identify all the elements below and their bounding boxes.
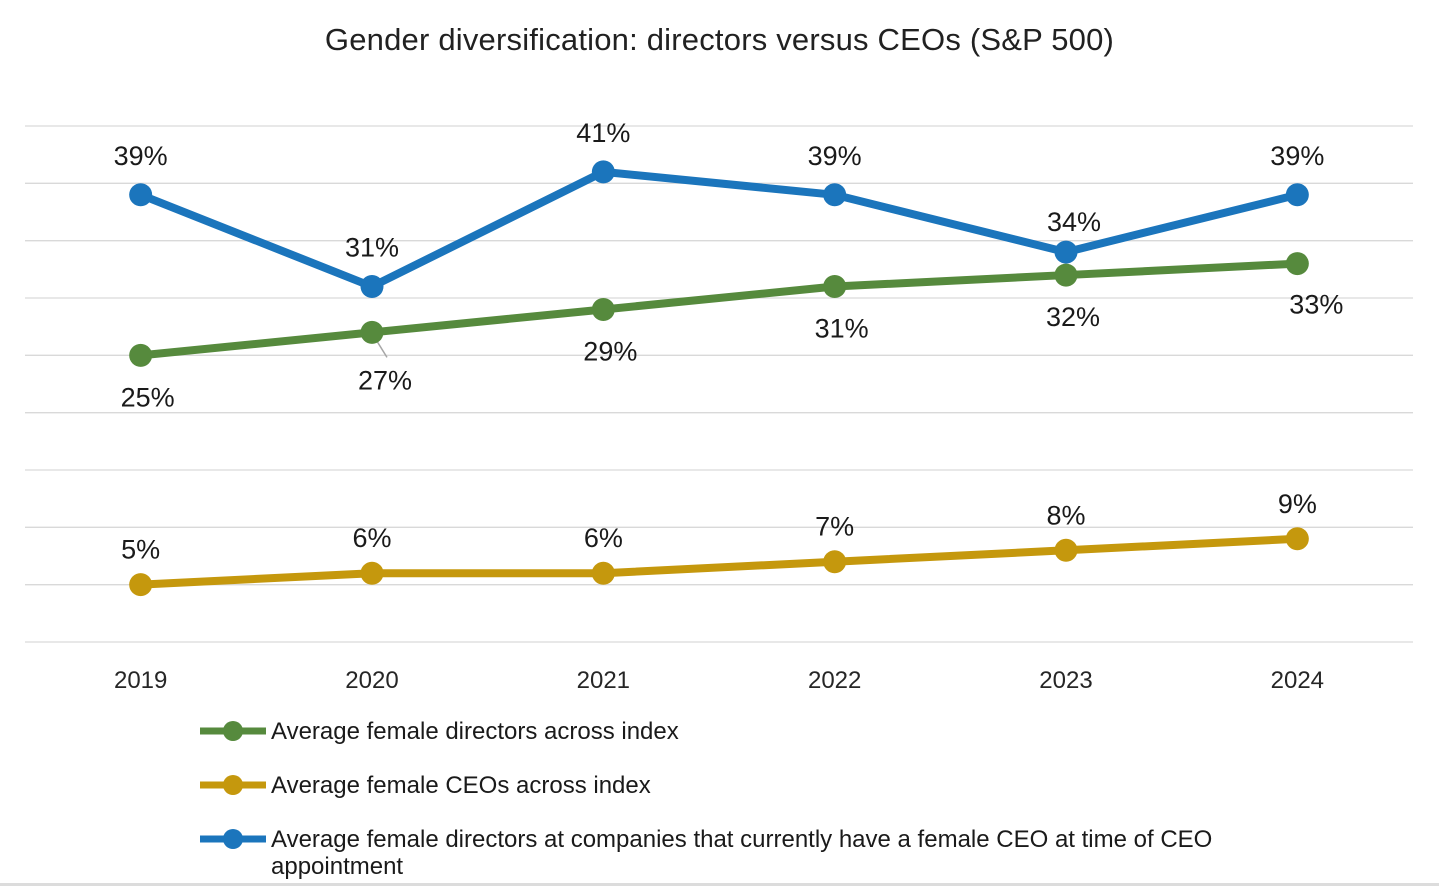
x-axis-label: 2019 xyxy=(114,667,167,694)
chart-legend: Average female directors across index Av… xyxy=(200,718,1380,880)
data-point-marker xyxy=(823,183,847,207)
bottom-divider xyxy=(0,883,1439,886)
data-point-marker xyxy=(591,160,615,184)
data-label: 6% xyxy=(352,523,391,553)
data-label: 25% xyxy=(121,382,175,412)
data-point-marker xyxy=(1054,240,1078,264)
data-point-marker xyxy=(360,561,384,585)
legend-label-directors-index: Average female directors across index xyxy=(271,718,679,745)
series-line-2 xyxy=(136,167,1302,291)
legend-label-directors-female-ceo: Average female directors at companies th… xyxy=(271,826,1213,880)
data-point-marker xyxy=(591,561,615,585)
legend-marker-blue-icon xyxy=(200,829,266,849)
data-point-marker xyxy=(129,573,153,597)
legend-item-directors-female-ceo: Average female directors at companies th… xyxy=(200,826,1380,880)
data-label: 33% xyxy=(1289,290,1343,320)
data-label: 31% xyxy=(345,233,399,263)
data-point-marker xyxy=(823,550,847,574)
legend-item-directors-index: Average female directors across index xyxy=(200,718,1380,745)
x-axis-label: 2023 xyxy=(1039,667,1092,694)
x-axis-label: 2020 xyxy=(345,667,398,694)
data-point-marker xyxy=(823,275,847,299)
legend-marker-gold-icon xyxy=(200,775,266,795)
data-point-marker xyxy=(1285,527,1309,551)
data-point-marker xyxy=(591,297,615,321)
data-label: 39% xyxy=(114,141,168,171)
data-label: 41% xyxy=(576,118,630,148)
data-label: 31% xyxy=(815,314,869,344)
x-axis-label: 2022 xyxy=(808,667,861,694)
data-label: 29% xyxy=(583,336,637,366)
data-label: 32% xyxy=(1046,302,1100,332)
legend-marker-green-icon xyxy=(200,721,266,741)
data-point-marker xyxy=(360,275,384,299)
x-axis-label: 2024 xyxy=(1271,667,1324,694)
data-label: 5% xyxy=(121,535,160,565)
data-point-marker xyxy=(129,183,153,207)
data-point-marker xyxy=(1054,538,1078,562)
data-label: 6% xyxy=(584,523,623,553)
data-point-marker xyxy=(1285,183,1309,207)
data-point-marker xyxy=(129,343,153,367)
series-line-1 xyxy=(136,259,1302,360)
x-axis-label: 2021 xyxy=(577,667,630,694)
data-label: 39% xyxy=(1270,141,1324,171)
data-label: 7% xyxy=(815,512,854,542)
data-label: 27% xyxy=(358,365,412,395)
data-point-marker xyxy=(1054,263,1078,287)
data-label: 39% xyxy=(808,141,862,171)
data-point-marker xyxy=(1285,252,1309,276)
series-line-0 xyxy=(136,534,1302,589)
data-label: 9% xyxy=(1278,489,1317,519)
chart-title: Gender diversification: directors versus… xyxy=(324,22,1115,57)
data-point-marker xyxy=(360,320,384,344)
data-label: 8% xyxy=(1046,500,1085,530)
legend-label-ceos-index: Average female CEOs across index xyxy=(271,772,651,799)
data-label: 34% xyxy=(1047,207,1101,237)
legend-item-ceos-index: Average female CEOs across index xyxy=(200,772,1380,799)
